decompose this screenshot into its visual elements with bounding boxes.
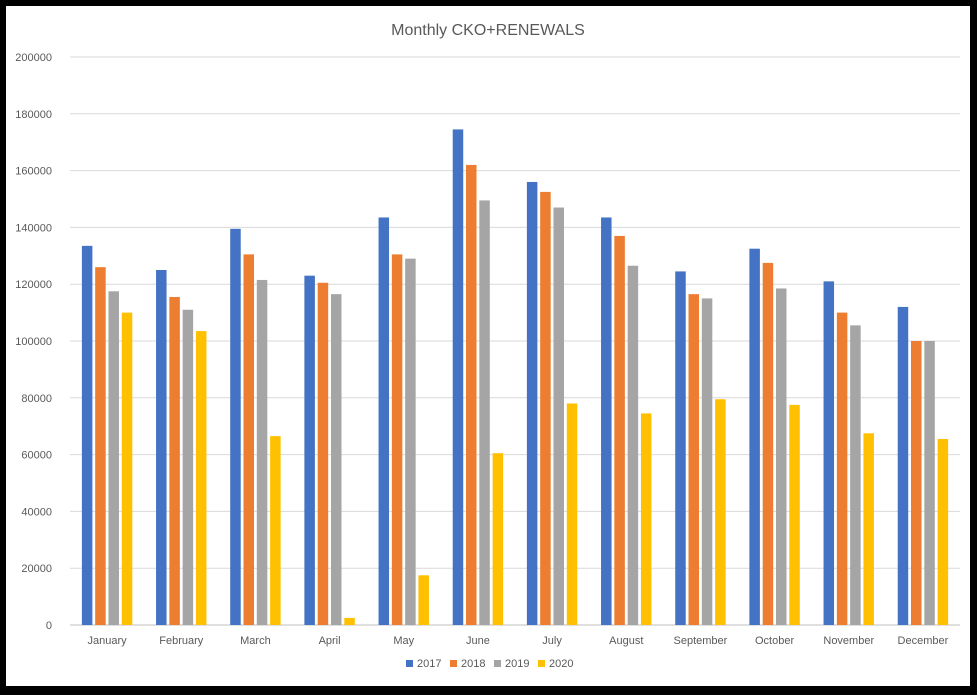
bar-2019-october [775, 288, 787, 625]
legend-item-2018: 2018 [450, 658, 485, 670]
bar-2019-september [701, 298, 713, 625]
bar-2019-april [330, 294, 342, 625]
legend-item-2019: 2019 [494, 658, 529, 670]
x-tick-label: December [898, 635, 949, 647]
x-tick-label: February [159, 635, 204, 647]
legend-swatch [538, 660, 545, 667]
bar-2019-february [182, 309, 194, 625]
bar-2017-april [304, 275, 315, 625]
bar-2018-january [95, 267, 106, 625]
y-tick-label: 180000 [15, 109, 52, 121]
bar-2017-november [823, 281, 835, 625]
x-tick-label: September [674, 635, 728, 647]
x-tick-label: October [755, 635, 794, 647]
bar-2020-january [121, 312, 133, 625]
bar-2018-june [466, 164, 477, 626]
bar-2018-december [911, 341, 922, 625]
legend-label: 2019 [505, 658, 529, 670]
bar-2017-july [526, 181, 538, 625]
bar-2017-august [601, 217, 612, 625]
bar-2018-august [614, 235, 625, 626]
bar-2020-june [492, 453, 504, 625]
bar-2017-march [230, 228, 241, 625]
chart-frame: Monthly CKO+RENEWALS 0 20000 40000 60000 800… [6, 6, 970, 686]
y-tick-label: 60000 [21, 450, 52, 462]
bar-2018-november [836, 312, 848, 625]
y-tick-label: 200000 [15, 52, 52, 64]
legend-swatch [406, 660, 413, 667]
bar-2019-july [553, 207, 564, 625]
legend-label: 2020 [549, 658, 573, 670]
bar-2017-february [156, 270, 167, 625]
bar-2020-may [418, 575, 429, 625]
bar-2018-april [317, 282, 329, 625]
bar-2019-november [850, 325, 861, 625]
bar-2019-august [627, 265, 639, 625]
bar-2019-march [256, 279, 268, 625]
legend-label: 2017 [417, 658, 441, 670]
y-tick-label: 140000 [15, 222, 52, 234]
bar-2018-february [169, 296, 180, 625]
chart-title: Monthly CKO+RENEWALS [391, 22, 585, 39]
bars [81, 129, 949, 626]
y-axis: 0 20000 40000 60000 80000 100000 120000 140000 1… [15, 52, 52, 632]
y-tick-label: 40000 [21, 506, 52, 518]
bar-2020-december [937, 438, 949, 625]
bar-2019-december [924, 341, 935, 625]
bar-2020-april [344, 617, 355, 625]
bar-2019-june [479, 200, 490, 626]
x-tick-label: January [88, 635, 128, 647]
bar-2020-february [195, 331, 207, 625]
x-tick-label: June [466, 635, 490, 647]
bar-2018-october [762, 262, 774, 625]
x-axis: January February March April May June July Augu… [88, 635, 949, 647]
x-tick-label: April [319, 635, 341, 647]
y-tick-label: 20000 [21, 563, 52, 575]
bar-2018-september [688, 294, 700, 625]
bar-2017-october [749, 248, 760, 625]
bar-chart: Monthly CKO+RENEWALS 0 20000 40000 60000 800… [15, 22, 960, 670]
bar-2018-march [243, 254, 255, 625]
legend-item-2017: 2017 [406, 658, 441, 670]
bar-2020-march [270, 436, 281, 625]
legend: 2017 2018 2019 2020 [406, 658, 573, 670]
bar-2018-may [391, 254, 403, 625]
x-tick-label: March [240, 635, 271, 647]
y-tick-label: 80000 [21, 393, 52, 405]
bar-2020-october [789, 404, 800, 625]
y-tick-label: 0 [46, 620, 52, 632]
legend-item-2020: 2020 [538, 658, 573, 670]
gridlines [70, 56, 960, 626]
y-tick-label: 120000 [15, 279, 52, 291]
x-tick-label: August [609, 635, 643, 647]
bar-2017-may [378, 217, 390, 625]
legend-label: 2018 [461, 658, 485, 670]
bar-2017-december [897, 306, 909, 625]
bar-2017-january [81, 245, 93, 626]
y-tick-label: 160000 [15, 166, 52, 178]
bar-2017-september [675, 271, 686, 625]
x-tick-label: July [542, 635, 562, 647]
bar-2020-august [640, 413, 652, 625]
x-tick-label: November [823, 635, 874, 647]
bar-2020-july [566, 403, 578, 625]
bar-2018-july [540, 191, 551, 625]
bar-2020-september [715, 399, 726, 625]
bar-2019-january [108, 291, 119, 625]
legend-swatch [450, 660, 457, 667]
bar-2017-june [452, 129, 464, 626]
bar-2020-november [863, 433, 874, 625]
x-tick-label: May [393, 635, 414, 647]
bar-2019-may [405, 258, 416, 625]
y-tick-label: 100000 [15, 336, 52, 348]
legend-swatch [494, 660, 501, 667]
